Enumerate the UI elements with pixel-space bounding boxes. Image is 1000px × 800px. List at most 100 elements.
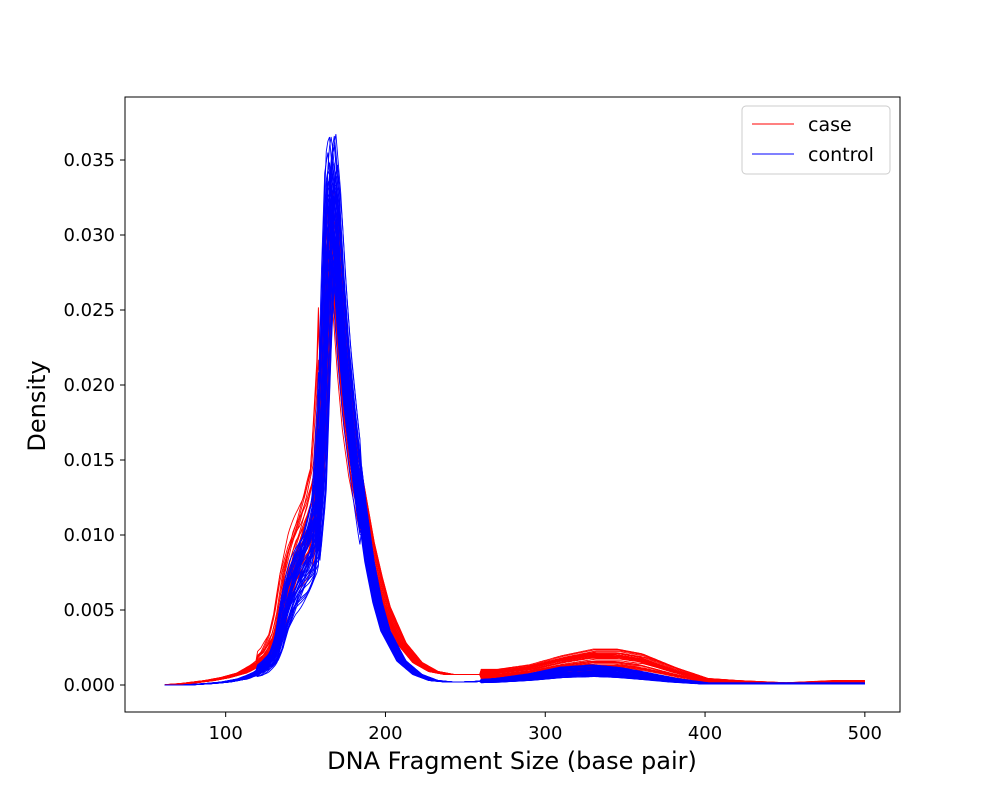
case-curve — [164, 281, 865, 686]
case-curve — [164, 246, 865, 686]
case-curve — [164, 212, 865, 686]
control-curve — [164, 175, 865, 686]
control-curve — [164, 256, 865, 686]
case-curve — [164, 252, 865, 686]
case-curve — [164, 227, 865, 686]
control-curve — [164, 209, 865, 686]
legend-control-label: control — [808, 144, 874, 166]
case-curve — [164, 263, 865, 686]
control-curve — [164, 161, 865, 686]
control-curve — [164, 162, 865, 686]
control-curve — [164, 243, 865, 686]
control-curve — [164, 248, 865, 686]
x-tick-label: 300 — [528, 723, 562, 744]
control-curve — [164, 242, 865, 686]
case-curve — [164, 295, 865, 686]
case-curve — [164, 187, 865, 686]
case-curve — [164, 271, 865, 686]
control-curve — [164, 197, 865, 686]
case-curve — [164, 284, 865, 686]
x-tick-label: 400 — [688, 723, 722, 744]
y-tick-label: 0.015 — [63, 450, 115, 471]
case-curve — [164, 228, 865, 686]
case-curve — [164, 200, 865, 686]
control-curve — [164, 145, 865, 686]
control-curve — [164, 255, 865, 686]
control-curve — [164, 237, 865, 686]
case-curves — [164, 179, 865, 686]
control-curve — [164, 217, 865, 686]
y-axis: 0.000 0.005 0.010 0.015 0.020 0.025 0.030 0.035 — [63, 150, 125, 696]
control-curve — [164, 193, 865, 686]
control-curve — [164, 165, 865, 686]
y-tick-label: 0.010 — [63, 525, 115, 546]
x-tick-label: 200 — [368, 723, 402, 744]
case-curve — [164, 261, 865, 686]
case-curve — [164, 253, 865, 686]
case-curve — [164, 254, 865, 686]
control-curve — [164, 134, 865, 686]
case-curve — [164, 202, 865, 686]
case-curve — [164, 267, 865, 686]
control-curve — [164, 204, 865, 686]
control-curve — [164, 203, 865, 686]
control-curve — [164, 144, 865, 686]
legend-box — [741, 105, 891, 175]
x-tick-label: 100 — [208, 723, 242, 744]
control-curve — [164, 249, 865, 686]
control-curve — [164, 192, 865, 686]
control-curve — [164, 168, 865, 686]
x-tick-label: 500 — [848, 723, 882, 744]
case-curve — [164, 251, 865, 686]
control-curve — [164, 179, 865, 686]
y-tick-label: 0.025 — [63, 300, 115, 321]
control-curve — [164, 185, 865, 686]
x-axis-title: DNA Fragment Size (base pair) — [327, 747, 697, 775]
control-curve — [164, 247, 865, 686]
legend-case-label: case — [808, 114, 852, 136]
case-curve — [164, 220, 865, 686]
control-curve — [164, 191, 865, 686]
control-curve — [164, 212, 865, 686]
case-curve — [164, 215, 865, 686]
case-curve — [164, 221, 865, 686]
case-curve — [164, 249, 865, 686]
case-curve — [164, 235, 865, 686]
control-curve — [164, 240, 865, 686]
control-curve — [164, 164, 865, 686]
case-curve — [164, 288, 865, 686]
control-curves — [164, 134, 865, 686]
case-curve — [164, 230, 865, 686]
case-curve — [164, 179, 865, 686]
case-curve — [164, 218, 865, 686]
control-curve — [164, 136, 865, 686]
case-curve — [164, 270, 865, 686]
y-tick-label: 0.020 — [63, 375, 115, 396]
case-curve — [164, 275, 865, 686]
y-axis-title: Density — [23, 360, 51, 451]
case-curve — [164, 239, 865, 686]
control-curve — [164, 236, 865, 686]
case-curve — [164, 272, 865, 686]
control-curve — [164, 165, 865, 686]
control-curve — [164, 182, 865, 686]
control-curve — [164, 264, 865, 686]
control-curve — [164, 266, 865, 686]
case-curve — [164, 243, 865, 686]
control-curve — [164, 195, 865, 686]
y-tick-label: 0.030 — [63, 225, 115, 246]
control-curve — [164, 234, 865, 686]
control-curve — [164, 271, 865, 686]
case-curve — [164, 275, 865, 686]
control-curve — [164, 162, 865, 686]
x-axis: 100 200 300 400 500 — [208, 712, 882, 744]
control-curve — [164, 232, 865, 686]
control-curve — [164, 266, 865, 686]
control-curve — [164, 276, 865, 686]
case-curve — [164, 212, 865, 686]
control-curve — [164, 267, 865, 686]
plot-area-frame — [124, 96, 901, 713]
y-tick-label: 0.035 — [63, 150, 115, 171]
y-tick-label: 0.005 — [63, 600, 115, 621]
